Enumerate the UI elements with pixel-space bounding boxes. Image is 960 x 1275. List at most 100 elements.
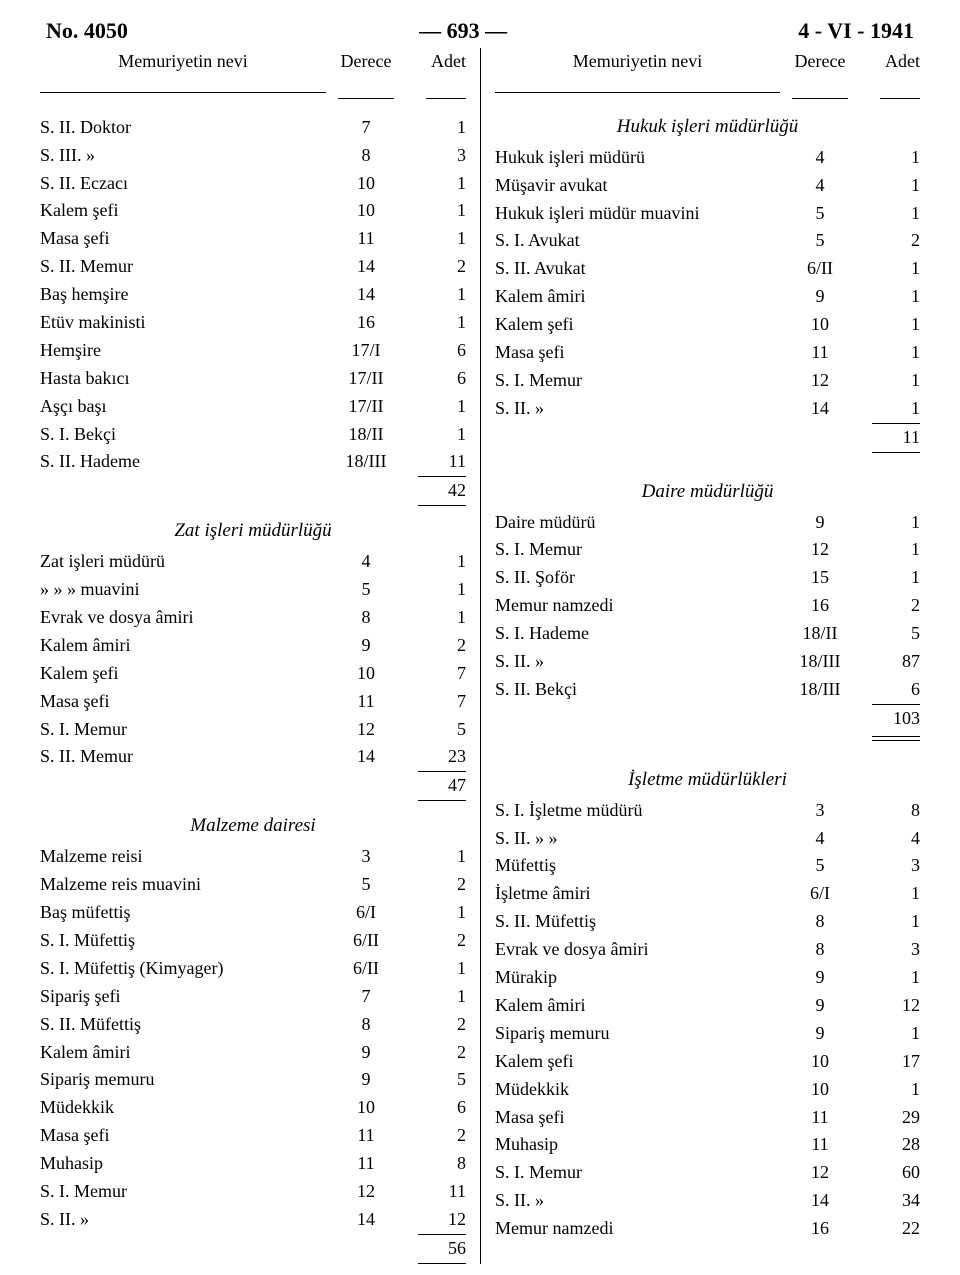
two-column-layout: Memuriyetin nevi Derece Adet S. II. Dokt… (40, 48, 920, 1264)
right-header-table: Memuriyetin nevi Derece Adet (495, 48, 920, 108)
cell-derece: 3 (326, 843, 406, 871)
cell-name: Kalem âmiri (495, 992, 780, 1020)
doc-number: No. 4050 (46, 18, 128, 44)
cell-adet: 1 (860, 172, 920, 200)
table-row: Evrak ve dosya âmiri81 (40, 604, 466, 632)
cell-name: Kalem âmiri (40, 632, 326, 660)
cell-adet: 2 (406, 1039, 466, 1067)
right-section-2: Daire müdürü91S. I. Memur121S. II. Şoför… (495, 509, 920, 741)
cell-adet: 1 (406, 576, 466, 604)
table-row: Zat işleri müdürü41 (40, 548, 466, 576)
cell-derece: 8 (780, 908, 860, 936)
cell-derece: 10 (780, 1076, 860, 1104)
cell-name: İşletme âmiri (495, 880, 780, 908)
cell-adet: 6 (406, 365, 466, 393)
cell-adet: 2 (860, 592, 920, 620)
page: No. 4050 — 693 — 4 - VI - 1941 Memuriyet… (0, 0, 960, 1275)
cell-name: S. I. Hademe (495, 620, 780, 648)
table-row: S. II. Memur1423 (40, 743, 466, 771)
cell-name: Sipariş memuru (495, 1020, 780, 1048)
cell-derece: 14 (326, 253, 406, 281)
cell-derece: 11 (326, 1150, 406, 1178)
cell-derece: 14 (326, 281, 406, 309)
cell-name: S. II. » (495, 1187, 780, 1215)
cell-name: Sipariş şefi (40, 983, 326, 1011)
cell-adet: 87 (860, 648, 920, 676)
table-row: Aşçı başı17/II1 (40, 393, 466, 421)
cell-derece: 5 (780, 852, 860, 880)
cell-name: Kalem şefi (40, 660, 326, 688)
cell-name: S. II. Şoför (495, 564, 780, 592)
cell-name: Baş müfettiş (40, 899, 326, 927)
table-row: Masa şefi111 (495, 339, 920, 367)
table-row: Kalem şefi107 (40, 660, 466, 688)
cell-name: S. I. Memur (40, 716, 326, 744)
cell-derece: 12 (780, 536, 860, 564)
cell-derece: 11 (326, 225, 406, 253)
table-row: Kalem âmiri92 (40, 632, 466, 660)
cell-derece: 18/III (326, 448, 406, 476)
cell-derece: 9 (326, 1039, 406, 1067)
cell-derece: 8 (326, 604, 406, 632)
cell-adet: 1 (860, 536, 920, 564)
table-row: S. II. Şoför151 (495, 564, 920, 592)
cell-derece: 17/II (326, 393, 406, 421)
table-row: Memur namzedi1622 (495, 1215, 920, 1243)
cell-name: Zat işleri müdürü (40, 548, 326, 576)
cell-name: S. I. Memur (495, 367, 780, 395)
table-row: Kalem âmiri92 (40, 1039, 466, 1067)
cell-derece: 17/II (326, 365, 406, 393)
table-row: S. II. Hademe18/III11 (40, 448, 466, 476)
table-row: S. II. »1412 (40, 1206, 466, 1234)
table-row: Masa şefi1129 (495, 1104, 920, 1132)
table-row: S. I. Memur121 (495, 367, 920, 395)
table-row: Kalem şefi1017 (495, 1048, 920, 1076)
cell-derece: 4 (780, 825, 860, 853)
table-row: Sipariş şefi71 (40, 983, 466, 1011)
table-row: S. I. Müfettiş (Kimyager)6/II1 (40, 955, 466, 983)
cell-name: Müşavir avukat (495, 172, 780, 200)
cell-adet: 1 (860, 255, 920, 283)
cell-name: S. I. Müfettiş (Kimyager) (40, 955, 326, 983)
page-number: — 693 — (419, 18, 507, 44)
cell-derece: 7 (326, 983, 406, 1011)
cell-derece: 14 (326, 743, 406, 771)
cell-name: S. II. Eczacı (40, 170, 326, 198)
cell-name: Malzeme reis muavini (40, 871, 326, 899)
cell-adet: 6 (860, 676, 920, 704)
cell-derece: 12 (780, 367, 860, 395)
cell-derece: 18/III (780, 676, 860, 704)
cell-name: Müdekkik (495, 1076, 780, 1104)
cell-derece: 3 (780, 797, 860, 825)
cell-name: S. II. Doktor (40, 114, 326, 142)
cell-adet: 6 (406, 337, 466, 365)
col-head-derece: Derece (780, 48, 860, 80)
table-row: S. II. Müfettiş82 (40, 1011, 466, 1039)
table-row: Kalem şefi101 (40, 197, 466, 225)
cell-derece: 15 (780, 564, 860, 592)
cell-name: Masa şefi (40, 1122, 326, 1150)
cell-adet: 2 (406, 1011, 466, 1039)
rule (495, 92, 780, 93)
cell-adet: 3 (406, 142, 466, 170)
cell-derece: 5 (326, 576, 406, 604)
cell-derece: 8 (780, 936, 860, 964)
cell-adet: 3 (860, 852, 920, 880)
cell-name: S. II. Avukat (495, 255, 780, 283)
cell-derece: 12 (326, 716, 406, 744)
cell-name: S. II. » (40, 1206, 326, 1234)
cell-derece: 10 (326, 197, 406, 225)
cell-adet: 5 (406, 1066, 466, 1094)
table-row: Hemşire17/I6 (40, 337, 466, 365)
col-head-name: Memuriyetin nevi (40, 48, 326, 80)
table-row: Muhasip118 (40, 1150, 466, 1178)
cell-adet: 2 (860, 227, 920, 255)
table-row: S. II. Bekçi18/III6 (495, 676, 920, 704)
cell-adet: 1 (860, 509, 920, 537)
table-row: Müdekkik106 (40, 1094, 466, 1122)
table-row: » » » muavini51 (40, 576, 466, 604)
table-row: S. II. Memur142 (40, 253, 466, 281)
table-row: S. I. Müfettiş6/II2 (40, 927, 466, 955)
table-row: Müşavir avukat41 (495, 172, 920, 200)
cell-derece: 14 (780, 395, 860, 423)
